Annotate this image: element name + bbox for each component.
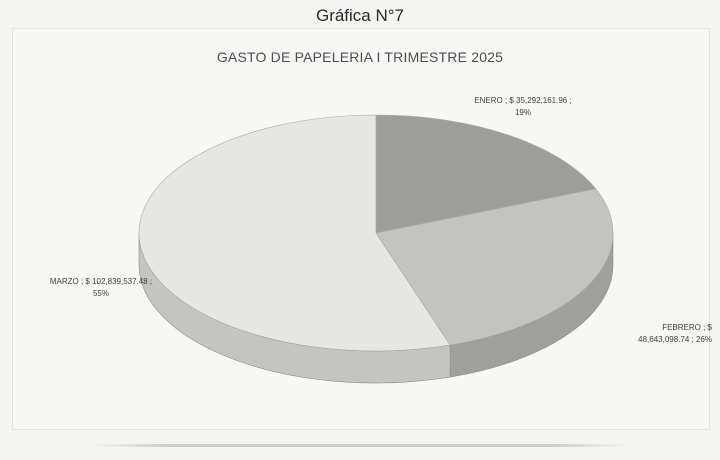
data-label-marzo-line2: 55% (92, 289, 109, 298)
data-label-enero: ENERO ; $ 35,292,161.96 ; 19% (468, 95, 578, 119)
data-label-enero-line1: ENERO ; $ 35,292,161.96 ; (474, 96, 572, 105)
pie-slice-marzo (138, 114, 451, 352)
data-label-febrero-line1: FEBRERO ; $ (662, 323, 712, 332)
chart-title: GASTO DE PAPELERIA I TRIMESTRE 2025 (216, 49, 504, 65)
figure-title: Gráfica N°7 (315, 6, 405, 25)
bottom-rule (90, 444, 630, 447)
data-label-enero-line2: 19% (514, 108, 531, 117)
pie-slice-febrero (375, 188, 614, 346)
data-label-febrero-line2: 48,643,098.74 ; 26% (638, 335, 712, 344)
data-label-marzo: MARZO ; $ 102,839,537.48 ; 55% (6, 276, 196, 300)
data-label-febrero: FEBRERO ; $ 48,643,098.74 ; 26% (600, 322, 712, 346)
data-label-marzo-line1: MARZO ; $ 102,839,537.48 ; (49, 277, 153, 286)
pie-slice-enero (375, 114, 597, 234)
